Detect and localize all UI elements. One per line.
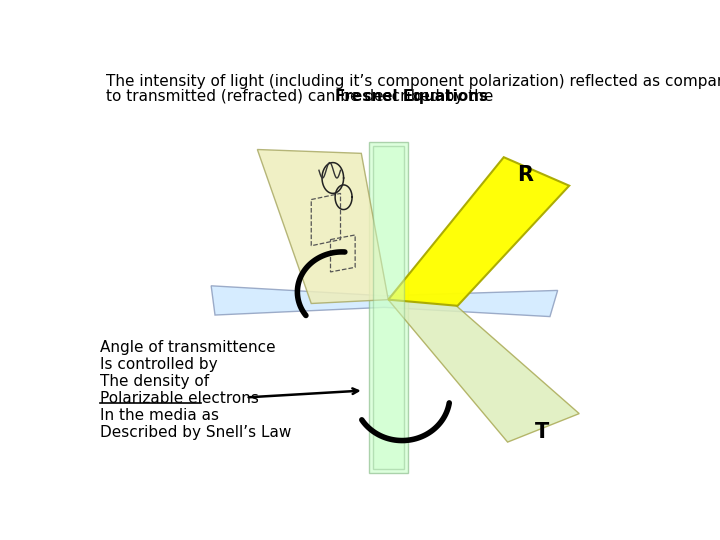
Text: The density of: The density of [99,374,209,389]
Text: T: T [535,422,549,442]
Text: The intensity of light (including it’s component polarization) reflected as comp: The intensity of light (including it’s c… [106,74,720,89]
Polygon shape [211,286,558,316]
Polygon shape [388,300,579,442]
Text: In the media as: In the media as [99,408,218,423]
Text: Angle of transmittence: Angle of transmittence [99,340,275,355]
Text: Fresnel Equations: Fresnel Equations [336,90,488,104]
Text: Described by Snell’s Law: Described by Snell’s Law [99,425,291,440]
Polygon shape [257,150,388,303]
Polygon shape [373,146,404,469]
Text: R: R [517,165,534,185]
Text: Polarizable electrons: Polarizable electrons [99,392,258,406]
Text: to transmitted (refracted) can be described by the: to transmitted (refracted) can be descri… [106,90,498,104]
Polygon shape [369,142,408,473]
Polygon shape [388,157,570,306]
Text: Is controlled by: Is controlled by [99,357,217,373]
